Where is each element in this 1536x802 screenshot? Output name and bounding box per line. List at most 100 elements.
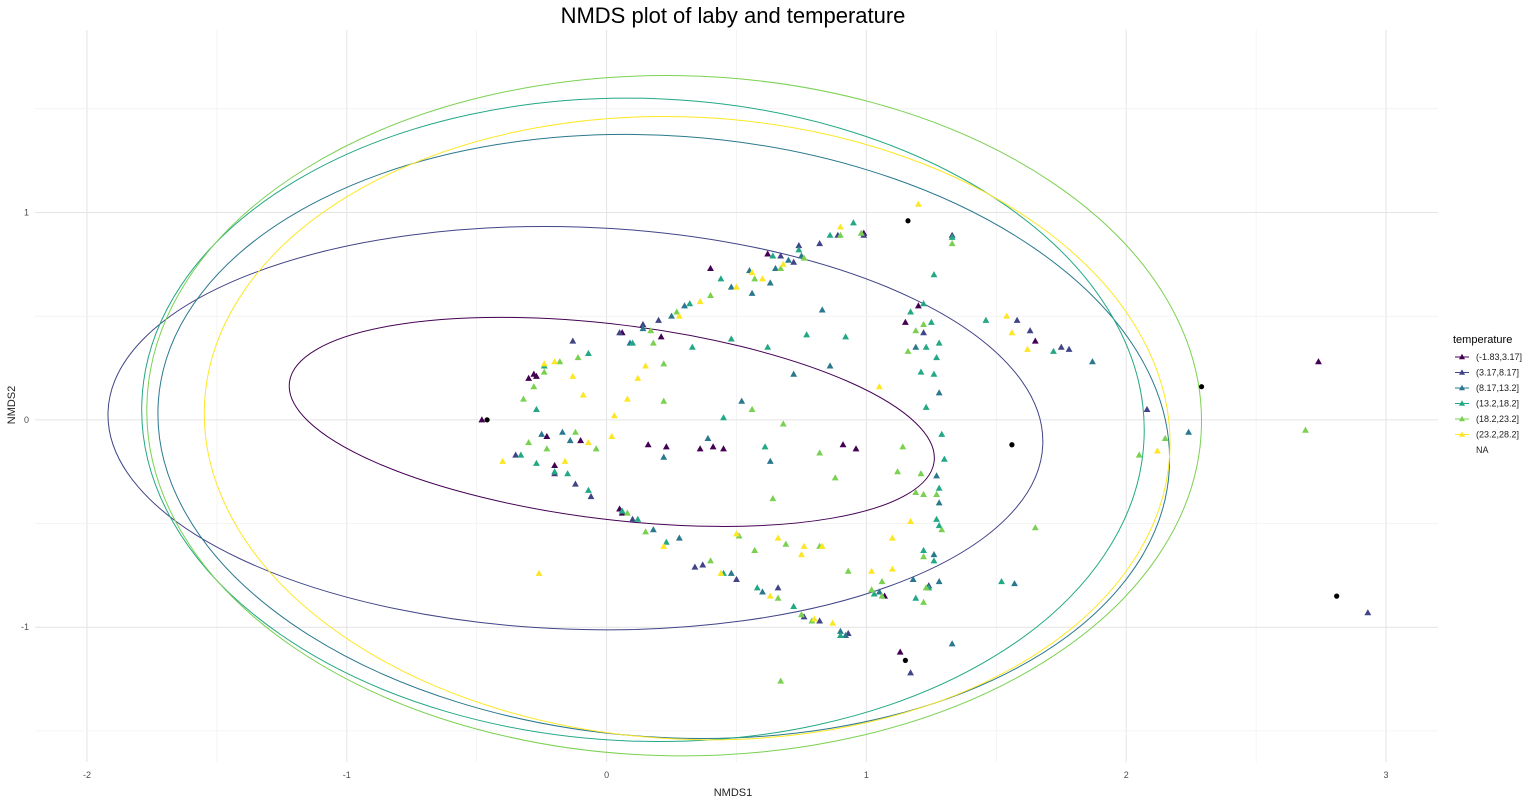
data-point (660, 542, 668, 549)
data-point (774, 594, 782, 601)
data-point (592, 445, 600, 452)
data-point (798, 551, 805, 558)
data-point (811, 615, 818, 622)
legend-triangle-key (1458, 369, 1466, 375)
data-point (920, 300, 927, 307)
y-tick-label: 0 (24, 415, 29, 425)
ellipses (107, 75, 1203, 757)
data-point (587, 492, 595, 500)
data-point (1364, 609, 1372, 616)
data-point (904, 347, 912, 354)
legend-entry-label: (13.2,18.2] (1476, 399, 1519, 409)
data-point (668, 312, 675, 319)
confidence-ellipse (107, 225, 1044, 631)
data-point (623, 509, 631, 516)
data-point (577, 436, 585, 444)
data-point (623, 395, 631, 402)
legend-triangle-key (1458, 400, 1466, 406)
data-point (634, 515, 642, 522)
data-point (782, 540, 790, 547)
data-point (920, 329, 927, 336)
legend-entry-label: (3.17,8.17] (1476, 368, 1519, 378)
data-point (608, 432, 616, 439)
data-point (720, 414, 727, 421)
data-point (647, 327, 655, 334)
data-point (927, 318, 935, 325)
data-point (1024, 345, 1031, 352)
legend-entry-label: (8.17,13.2] (1476, 383, 1519, 393)
data-point (766, 592, 774, 599)
data-point (938, 430, 946, 437)
data-point (844, 567, 852, 574)
data-point (842, 631, 850, 639)
data-point (1050, 347, 1057, 354)
data-point (688, 343, 696, 350)
data-point (759, 588, 766, 595)
data-point (920, 490, 927, 498)
x-tick-label: -1 (343, 770, 351, 780)
data-point (686, 300, 694, 307)
data-point (798, 611, 805, 618)
data-point (639, 320, 647, 327)
data-point (940, 455, 948, 462)
data-point (1161, 434, 1169, 442)
data-point (759, 275, 766, 282)
legend-triangle-key (1458, 353, 1466, 360)
data-point (559, 428, 566, 435)
data-point (948, 239, 956, 247)
data-point (831, 474, 839, 481)
data-point (1013, 316, 1021, 323)
data-point (533, 372, 540, 379)
data-point (948, 640, 956, 647)
data-point (564, 470, 572, 477)
data-point (852, 445, 860, 452)
data-point (520, 395, 527, 402)
data-point (935, 499, 943, 506)
data-point (772, 264, 779, 271)
data-point (662, 443, 670, 450)
data-point (935, 339, 943, 346)
data-point (642, 362, 649, 369)
legend: temperature (-1.83,3.17] (3.17,8.17] (8.17… (1453, 334, 1522, 455)
data-point (899, 443, 907, 450)
data-point (1003, 312, 1011, 319)
data-point (769, 495, 777, 502)
data-point (907, 308, 914, 315)
data-point (571, 428, 579, 435)
data-point (1011, 580, 1018, 587)
data-point (707, 291, 714, 298)
data-point (662, 538, 670, 545)
data-point (733, 575, 740, 583)
data-point (584, 439, 592, 446)
data-point (803, 331, 811, 338)
data-point (779, 260, 787, 267)
data-point (914, 200, 922, 207)
data-point (912, 488, 920, 495)
data-point (499, 457, 507, 464)
data-point (1302, 426, 1309, 433)
data-point (790, 602, 798, 609)
data-point (696, 298, 704, 305)
data-point (748, 289, 756, 296)
data-point (837, 631, 844, 639)
data-point (933, 354, 940, 361)
data-point (930, 557, 938, 564)
legend-entries: (-1.83,3.17] (3.17,8.17] (8.17,13.2] (13.2,… (1455, 352, 1522, 455)
data-point (790, 258, 798, 265)
data-point (912, 327, 920, 334)
data-point (935, 522, 943, 529)
legend-title: temperature (1453, 334, 1512, 346)
data-point (717, 569, 725, 576)
data-point (753, 584, 761, 591)
data-point (948, 233, 956, 240)
data-point (1057, 343, 1065, 350)
data-point (1135, 451, 1143, 458)
data-point (727, 283, 735, 290)
data-point (839, 441, 847, 448)
data-point (569, 337, 577, 344)
grid (35, 30, 1438, 762)
data-point (912, 594, 920, 601)
data-point (920, 320, 927, 327)
confidence-ellipse (146, 75, 1203, 757)
